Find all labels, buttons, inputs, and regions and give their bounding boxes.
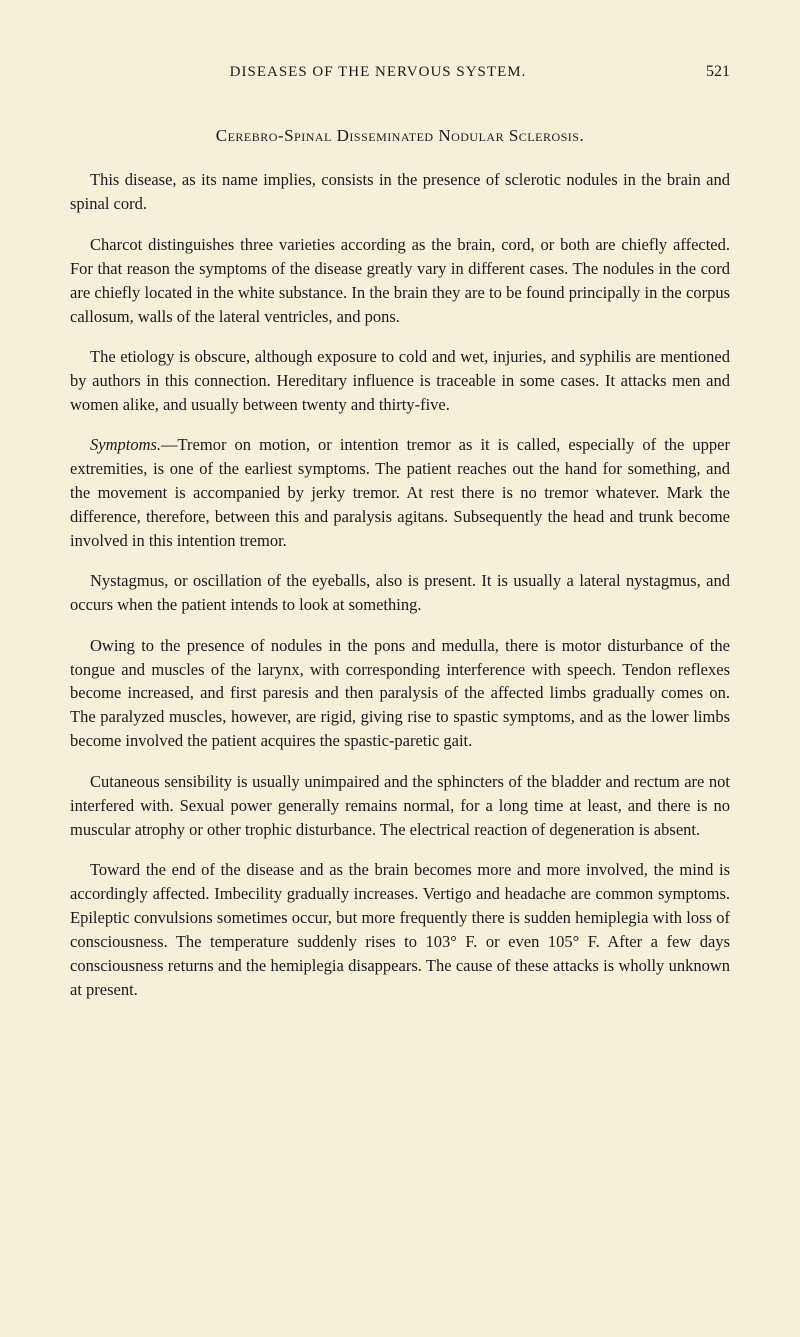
paragraph-4-text: —Tremor on motion, or intention tremor a… <box>70 435 730 550</box>
running-title: DISEASES OF THE NERVOUS SYSTEM. <box>70 62 686 84</box>
paragraph-7: Cutaneous sensibility is usually unimpai… <box>70 770 730 842</box>
document-page: DISEASES OF THE NERVOUS SYSTEM. 521 Cere… <box>0 0 800 1056</box>
paragraph-1: This disease, as its name implies, consi… <box>70 168 730 216</box>
paragraph-2: Charcot distinguishes three varieties ac… <box>70 233 730 329</box>
paragraph-3: The etiology is obscure, although exposu… <box>70 345 730 417</box>
paragraph-6: Owing to the presence of nodules in the … <box>70 634 730 754</box>
section-title: Cerebro-Spinal Disseminated Nodular Scle… <box>70 124 730 149</box>
paragraph-5: Nystagmus, or oscillation of the eyeball… <box>70 569 730 617</box>
symptoms-label: Symptoms. <box>90 435 161 454</box>
paragraph-8: Toward the end of the disease and as the… <box>70 858 730 1002</box>
paragraph-4: Symptoms.—Tremor on motion, or intention… <box>70 433 730 553</box>
page-header: DISEASES OF THE NERVOUS SYSTEM. 521 <box>70 60 730 84</box>
page-number: 521 <box>706 60 730 83</box>
